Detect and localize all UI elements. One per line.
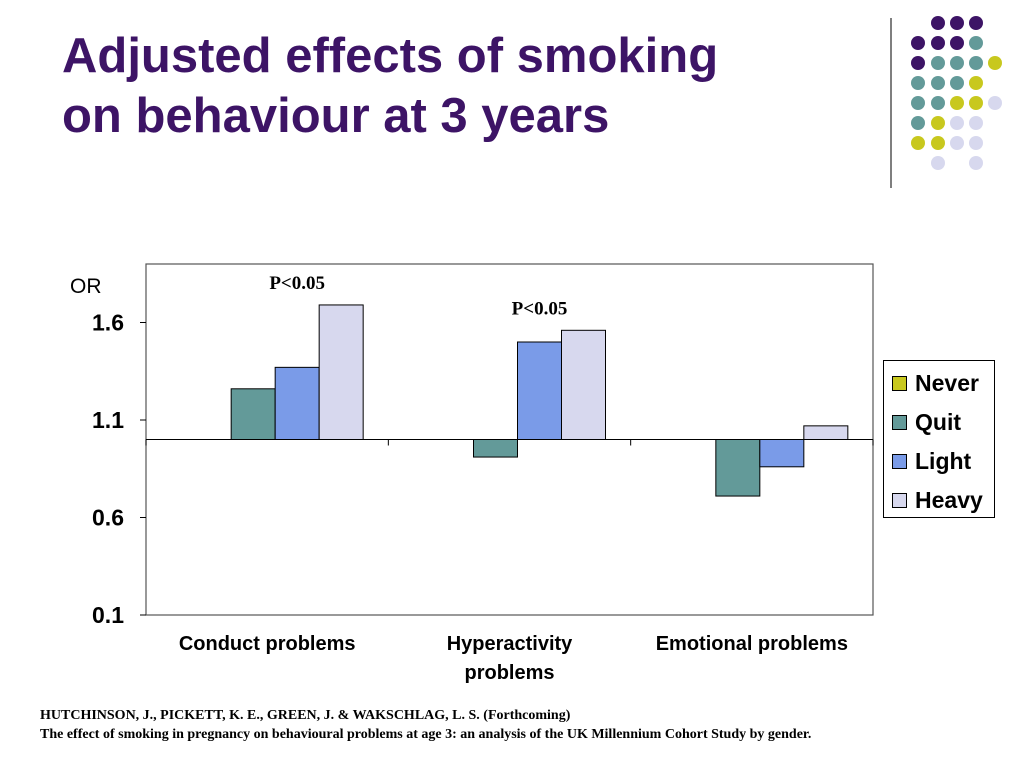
decorative-dot — [950, 16, 964, 30]
decorative-dot — [950, 56, 964, 70]
legend-item-heavy: Heavy — [892, 486, 983, 513]
decorative-dot — [969, 76, 983, 90]
bar-quit — [230, 388, 276, 440]
legend-item-light: Light — [892, 447, 972, 474]
citation-line-1: HUTCHINSON, J., PICKETT, K. E., GREEN, J… — [40, 708, 571, 723]
legend-label-heavy: Heavy — [915, 486, 983, 513]
title-line-1: Adjusted effects of smoking — [62, 29, 719, 83]
y-tick-label: 1.6 — [92, 310, 124, 336]
decorative-dot — [950, 36, 964, 50]
legend-swatch-light — [892, 453, 907, 469]
bar-heavy — [803, 425, 849, 441]
decorative-dot — [911, 56, 925, 70]
bar-light — [759, 439, 805, 468]
y-axis-label: OR — [70, 275, 102, 298]
x-category-label: Emotional problems — [656, 633, 848, 655]
legend-swatch-quit — [892, 414, 907, 430]
decorative-dot — [911, 136, 925, 150]
decorative-dot — [911, 36, 925, 50]
y-tick-label: 0.6 — [92, 505, 124, 531]
bar-light — [274, 366, 320, 441]
decorative-dot — [911, 76, 925, 90]
significance-annotation: P<0.05 — [269, 273, 325, 294]
citation-line-2: The effect of smoking in pregnancy on be… — [40, 727, 812, 742]
decorative-dot — [950, 116, 964, 130]
decorative-dot — [931, 76, 945, 90]
bar-heavy — [318, 304, 364, 441]
x-category-label: Hyperactivity — [447, 633, 573, 655]
decorative-dot — [931, 116, 945, 130]
legend-item-never: Never — [892, 369, 979, 396]
chart-legend: Never Quit Light Heavy — [883, 360, 995, 518]
decorative-dot — [931, 36, 945, 50]
bar-heavy — [561, 329, 606, 440]
decorative-dot — [969, 56, 983, 70]
decorative-dot — [988, 56, 1002, 70]
title-line-2: on behaviour at 3 years — [62, 89, 610, 143]
bar-quit — [473, 439, 518, 458]
legend-item-quit: Quit — [892, 408, 961, 435]
y-tick-label: 0.1 — [92, 602, 124, 628]
decorative-dot-pattern — [890, 16, 1002, 188]
decorative-dot — [911, 116, 925, 130]
decorative-dot — [988, 96, 1002, 110]
legend-label-light: Light — [915, 447, 972, 474]
decorative-dot — [950, 76, 964, 90]
decorative-dot — [969, 116, 983, 130]
decorative-dot — [969, 156, 983, 170]
bar-light — [517, 341, 562, 440]
legend-label-quit: Quit — [915, 408, 961, 435]
slide-title: Adjusted effects of smoking on behaviour… — [62, 26, 862, 146]
decorative-dot — [950, 96, 964, 110]
decorative-dot — [911, 96, 925, 110]
citation: HUTCHINSON, J., PICKETT, K. E., GREEN, J… — [40, 706, 1020, 744]
decorative-dot — [931, 16, 945, 30]
decorative-dot — [931, 136, 945, 150]
decorative-dot — [931, 56, 945, 70]
decorative-dot — [931, 156, 945, 170]
legend-swatch-heavy — [892, 492, 907, 508]
decorative-dot — [969, 136, 983, 150]
y-tick-label: 1.1 — [92, 407, 124, 433]
x-category-label: problems — [464, 662, 554, 684]
significance-annotation: P<0.05 — [512, 298, 568, 319]
decorative-dot — [931, 96, 945, 110]
legend-swatch-never — [892, 375, 907, 391]
decorative-dot — [950, 136, 964, 150]
decorative-dot — [969, 96, 983, 110]
bar-chart: 1.6 1.1 0.6 0.1 OR Conduct problems Hyperactiv… — [70, 263, 874, 684]
decorative-dot — [969, 16, 983, 30]
decorative-dot — [969, 36, 983, 50]
x-category-label: Conduct problems — [179, 633, 356, 655]
bar-quit — [715, 439, 761, 497]
legend-label-never: Never — [915, 369, 979, 396]
